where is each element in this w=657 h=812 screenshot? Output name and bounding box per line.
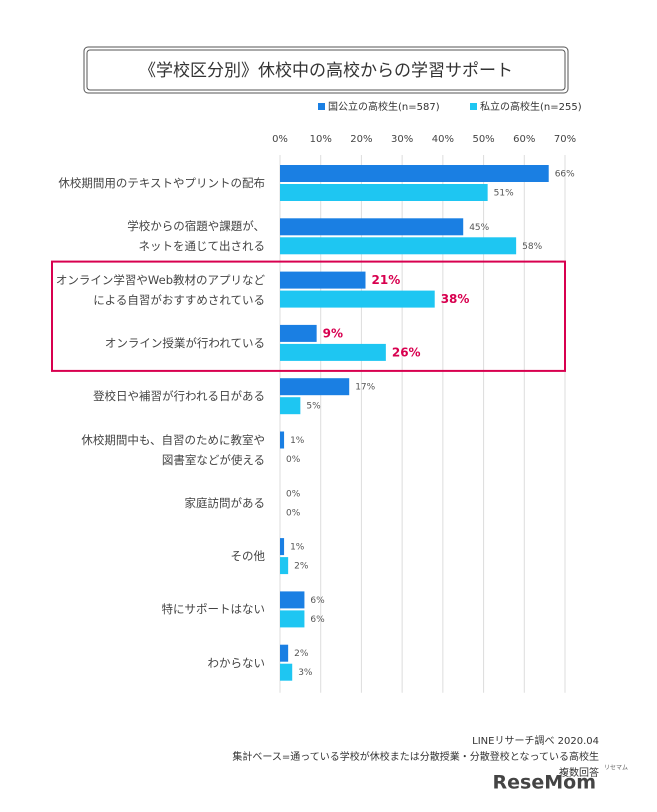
base-note: 集計ベース=通っている学校が休校または分散授業・分散登校となっている高校生 [232, 752, 599, 763]
value-label: 0% [286, 489, 301, 499]
x-tick-label: 30% [391, 134, 413, 145]
bar [280, 218, 464, 236]
x-tick-label: 40% [432, 134, 454, 145]
value-label: 17% [355, 383, 375, 393]
bar [280, 290, 435, 308]
x-tick-label: 70% [554, 134, 576, 145]
highlight-box [51, 260, 566, 372]
bar [280, 165, 549, 182]
value-label: 21% [372, 273, 401, 287]
category-label: 休校期間用のテキストやプリントの配布 [58, 176, 265, 190]
value-label: 58% [522, 242, 542, 252]
source: LINEリサーチ調べ 2020.04 [472, 736, 599, 747]
chart-title: 《学校区分別》休校中の高校からの学習サポート [139, 61, 513, 81]
answer-note: 複数回答 [559, 768, 599, 779]
watermark-sub: リセマム [604, 765, 628, 772]
value-label: 26% [392, 345, 421, 359]
bar [280, 557, 289, 575]
x-tick-label: 60% [513, 134, 535, 145]
bar [280, 663, 293, 681]
x-tick-label: 0% [272, 134, 288, 145]
value-label: 6% [310, 596, 325, 606]
value-label: 1% [290, 436, 305, 446]
category-label: わからない [207, 655, 266, 670]
legend-swatch [470, 103, 477, 110]
bar [280, 538, 285, 556]
category-label: オンライン学習やWeb教材のアプリなど による自習がおすすめされている [55, 272, 265, 307]
value-label: 0% [286, 455, 301, 465]
x-tick-label: 50% [472, 134, 494, 145]
bar [280, 644, 289, 662]
bar [280, 237, 517, 255]
value-label: 45% [469, 223, 489, 233]
category-label: 家庭訪問がある [184, 495, 266, 510]
category-label: 休校期間中も、自習のために教室や 図書室などが使える [81, 432, 265, 467]
category-label: 学校からの宿題や課題が、 ネットを通じて出される [127, 219, 265, 254]
bar [280, 397, 301, 415]
bar [280, 591, 305, 609]
value-label: 66% [555, 170, 575, 180]
value-label: 2% [294, 562, 309, 572]
bar [280, 184, 488, 201]
title-box-outer [83, 46, 569, 94]
bar [280, 271, 366, 289]
value-label: 9% [323, 326, 343, 340]
category-label: 登校日や補習が行われる日がある [93, 389, 265, 404]
value-label: 1% [290, 543, 305, 553]
bar [280, 431, 285, 449]
bar [280, 343, 386, 361]
legend-label: 国公立の高校生(n=587) [328, 100, 440, 113]
value-label: 5% [306, 402, 321, 412]
bar [280, 378, 350, 396]
title-box-inner [86, 49, 566, 91]
watermark: ReseMom [493, 772, 596, 794]
category-label: その他 [230, 549, 266, 564]
value-label: 3% [298, 668, 313, 678]
legend-label: 私立の高校生(n=255) [480, 100, 582, 113]
value-label: 38% [441, 292, 470, 306]
category-label: オンライン授業が行われている [104, 335, 265, 350]
value-label: 6% [310, 615, 325, 625]
value-label: 2% [294, 649, 309, 659]
value-label: 51% [494, 189, 514, 199]
bar [280, 610, 305, 628]
value-label: 0% [286, 508, 301, 518]
legend-swatch [318, 103, 325, 110]
x-tick-label: 10% [310, 134, 332, 145]
x-tick-label: 20% [350, 134, 372, 145]
category-label: 特にサポートはない [161, 602, 266, 617]
bar [280, 324, 317, 342]
